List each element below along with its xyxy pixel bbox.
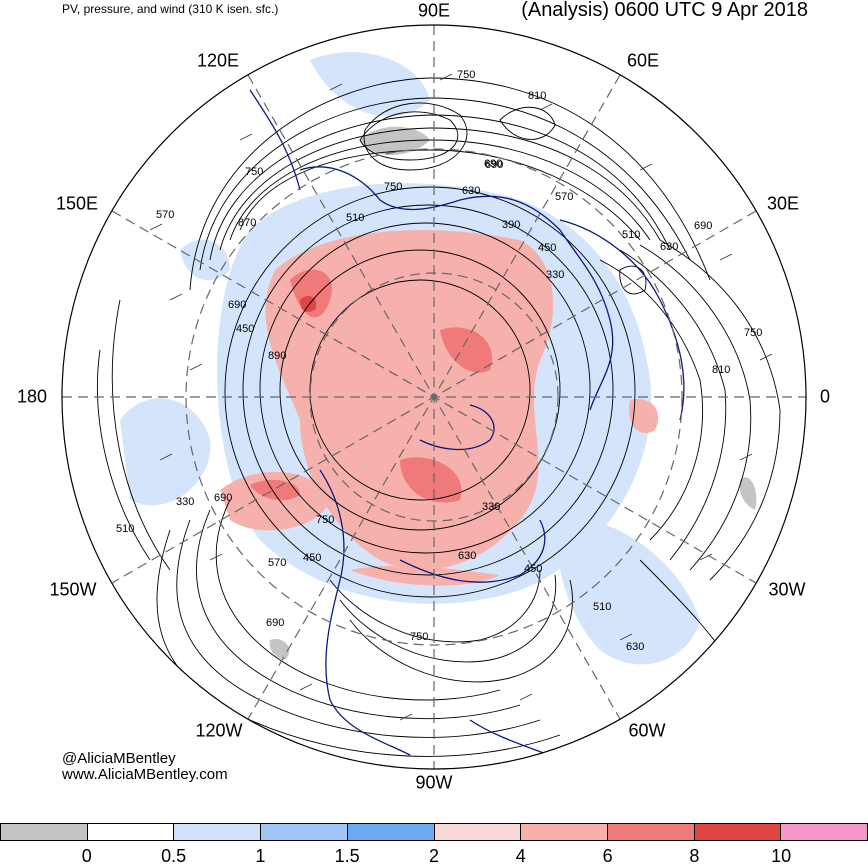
colorbar-tick-label: 8 [689, 846, 700, 866]
contour-label: 510 [622, 229, 640, 241]
map-boundary [61, 24, 807, 770]
colorbar-tick-label: 1 [255, 846, 266, 866]
contour-label: 750 [410, 631, 428, 643]
contour-label: 890 [268, 350, 286, 362]
lon-label-150w: 150W [49, 579, 97, 600]
contour-label: 750 [457, 69, 475, 81]
polar-map: 750 810 690 570 630 750 510 390 450 330 … [61, 24, 807, 770]
contour-label: 450 [303, 552, 321, 564]
contour-label: 570 [555, 191, 573, 203]
colorbar-segment [520, 823, 607, 841]
colorbar-tick-label: 10 [771, 846, 792, 866]
contour-label: 510 [346, 212, 364, 224]
contour-label: 630 [626, 641, 644, 653]
contour-label: 630 [458, 550, 476, 562]
contour-label: 690 [266, 617, 284, 629]
contour-label: 390 [502, 219, 520, 231]
contour-label: 330 [482, 501, 500, 513]
contour-label: 690 [485, 159, 503, 171]
contour-value-labels: 750 810 690 570 630 750 510 390 450 330 … [116, 69, 762, 653]
colorbar-segment [86, 823, 174, 841]
pv-colorbar [0, 823, 868, 843]
contour-label: 690 [214, 492, 232, 504]
contour-label: 750 [245, 166, 263, 178]
colorbar-segment [780, 823, 868, 841]
graticule [62, 25, 806, 769]
contour-label: 330 [546, 269, 564, 281]
coastlines [249, 89, 685, 761]
lon-label-60e: 60E [626, 50, 660, 71]
colorbar-segment [260, 823, 347, 841]
pv-shading-gray [269, 126, 757, 660]
contour-label: 690 [694, 220, 712, 232]
lon-label-60w: 60W [628, 720, 666, 741]
colorbar-tick-label: 0 [81, 846, 92, 866]
contour-label: 570 [268, 557, 286, 569]
colorbar-tick-label: 4 [515, 846, 526, 866]
lon-label-90e: 90E [417, 0, 451, 21]
map-description: PV, pressure, and wind (310 K isen. sfc.… [62, 2, 279, 16]
colorbar-segment [0, 823, 87, 841]
lon-label-90w: 90W [415, 772, 453, 793]
contour-label: 450 [524, 563, 542, 575]
contour-label: 810 [712, 364, 730, 376]
colorbar-tick-label: 1.5 [334, 846, 360, 866]
wind-barbs [149, 73, 773, 721]
author-handle: @AliciaMBentley [62, 750, 176, 767]
map-field-layer [97, 52, 781, 761]
colorbar-tick-label: 2 [428, 846, 440, 866]
lon-label-120e: 120E [196, 50, 240, 71]
contour-label: 750 [316, 514, 334, 526]
contour-label: 450 [538, 242, 556, 254]
colorbar-segment [346, 823, 434, 841]
analysis-time: (Analysis) 0600 UTC 9 Apr 2018 [521, 0, 808, 21]
contour-label: 510 [593, 601, 611, 613]
colorbar-segment [433, 823, 521, 841]
colorbar-segment [173, 823, 261, 841]
contour-label: 750 [384, 181, 402, 193]
contour-label: 690 [484, 158, 502, 170]
lon-label-30e: 30E [766, 193, 800, 214]
lon-label-0: 0 [819, 386, 831, 407]
author-credit: @AliciaMBentley www.AliciaMBentley.com [62, 751, 228, 783]
colorbar-tick-label: 0.5 [161, 846, 187, 866]
lon-label-120w: 120W [195, 720, 243, 741]
contour-label: 810 [528, 90, 546, 102]
contour-label: 630 [462, 185, 480, 197]
lon-label-180: 180 [16, 386, 48, 407]
colorbar-tick-label: 6 [602, 846, 613, 866]
contour-label: 570 [156, 209, 174, 221]
lon-label-30w: 30W [768, 579, 806, 600]
contour-label: 330 [176, 496, 194, 508]
colorbar-segment [606, 823, 694, 841]
contour-label: 690 [228, 299, 246, 311]
contour-label: 450 [236, 323, 254, 335]
contour-label: 630 [660, 241, 678, 253]
lon-label-150e: 150E [55, 193, 99, 214]
contour-label: 510 [116, 523, 134, 535]
colorbar-segment [693, 823, 781, 841]
isobar-contours [97, 77, 781, 757]
contour-label: 750 [744, 327, 762, 339]
author-website: www.AliciaMBentley.com [62, 766, 228, 783]
contour-label: 870 [238, 217, 256, 229]
